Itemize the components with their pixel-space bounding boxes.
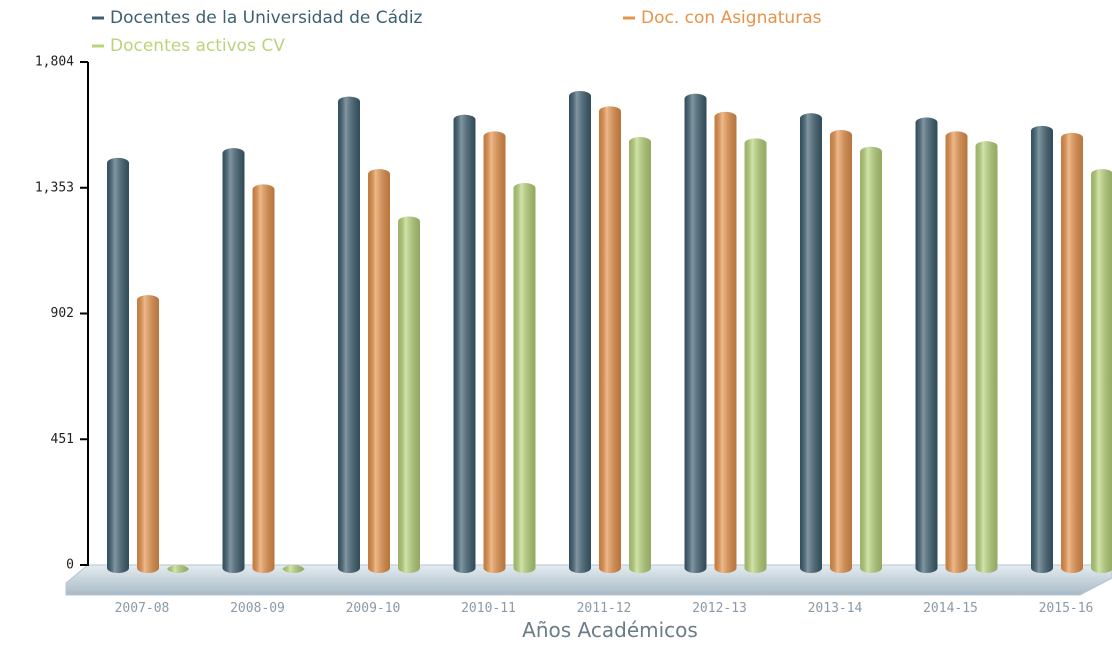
bar-shine — [513, 183, 536, 573]
y-tick-label: 902 — [51, 306, 74, 321]
bar-shine — [107, 157, 129, 573]
x-tick-label: 2008-09 — [230, 601, 285, 616]
x-tick-label: 2011-12 — [577, 601, 632, 616]
bar-shine — [569, 90, 592, 574]
bar-shine — [1061, 132, 1083, 573]
x-tick-label: 2010-11 — [461, 601, 516, 616]
bar-shine — [1031, 125, 1053, 574]
y-tick-label: 0 — [66, 558, 74, 573]
bar-shine — [830, 130, 852, 573]
bar-shine — [167, 565, 189, 573]
bar-shine — [629, 137, 651, 573]
x-tick-label: 2015-16 — [1039, 601, 1094, 616]
bar-shine — [137, 295, 159, 573]
bar-shine — [483, 131, 506, 574]
x-tick-label: 2014-15 — [923, 601, 978, 616]
legend-label: Docentes de la Universidad de Cádiz — [110, 8, 423, 28]
bar-shine — [398, 216, 420, 573]
y-tick-label: 451 — [51, 432, 74, 447]
bar-shine — [252, 184, 275, 573]
bar-shine — [945, 131, 968, 574]
bar-shine — [975, 141, 998, 573]
bar-shine — [222, 148, 245, 574]
bar-shine — [744, 138, 767, 573]
legend-label: Docentes activos CV — [110, 36, 285, 56]
y-tick-label: 1,804 — [35, 55, 74, 70]
bar-shine — [915, 117, 938, 573]
x-tick-label: 2013-14 — [808, 601, 863, 616]
bar-shine — [338, 96, 360, 573]
bar-shine — [282, 565, 305, 573]
bar-shine — [599, 106, 621, 573]
x-tick-label: 2009-10 — [346, 601, 401, 616]
x-axis-title: Años Académicos — [522, 618, 698, 642]
bar-shine — [800, 113, 822, 573]
bar-shine — [684, 93, 707, 573]
x-tick-label: 2007-08 — [115, 601, 170, 616]
bar-shine — [714, 111, 737, 574]
base-platform — [65, 564, 1112, 596]
bar-shine — [1091, 169, 1112, 573]
bars — [107, 90, 1112, 574]
x-tick-label: 2012-13 — [692, 601, 747, 616]
bar-shine — [860, 146, 883, 573]
y-tick-label: 1,353 — [35, 180, 74, 195]
bar-shine — [453, 114, 476, 574]
bar-shine — [368, 169, 390, 574]
legend-label: Doc. con Asignaturas — [641, 8, 822, 28]
